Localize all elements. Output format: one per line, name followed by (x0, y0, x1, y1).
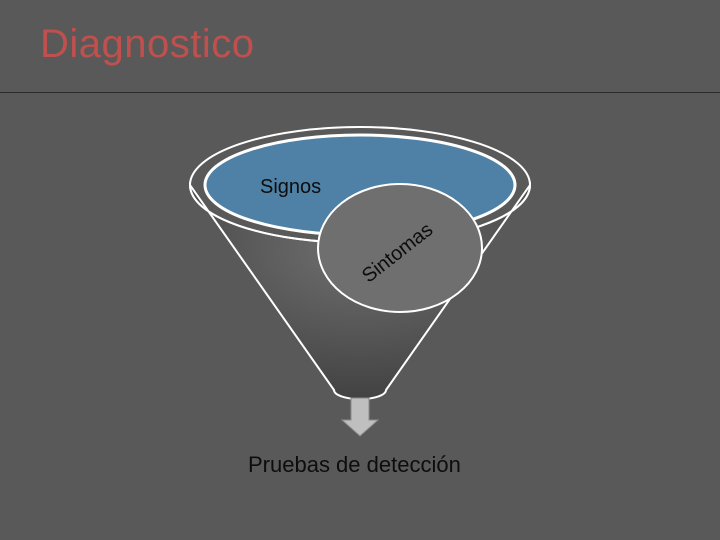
page-title: Diagnostico (40, 22, 255, 67)
funnel-diagram: Signos Sintomas Pruebas de detección (145, 120, 575, 500)
funnel-arrow-icon (342, 398, 378, 436)
title-rule (0, 92, 720, 93)
funnel-svg (145, 120, 575, 500)
slide: Diagnostico Signos Sintomas Pruebas de d… (0, 0, 720, 540)
funnel-label-signos: Signos (260, 176, 321, 199)
funnel-label-bottom: Pruebas de detección (248, 452, 461, 478)
